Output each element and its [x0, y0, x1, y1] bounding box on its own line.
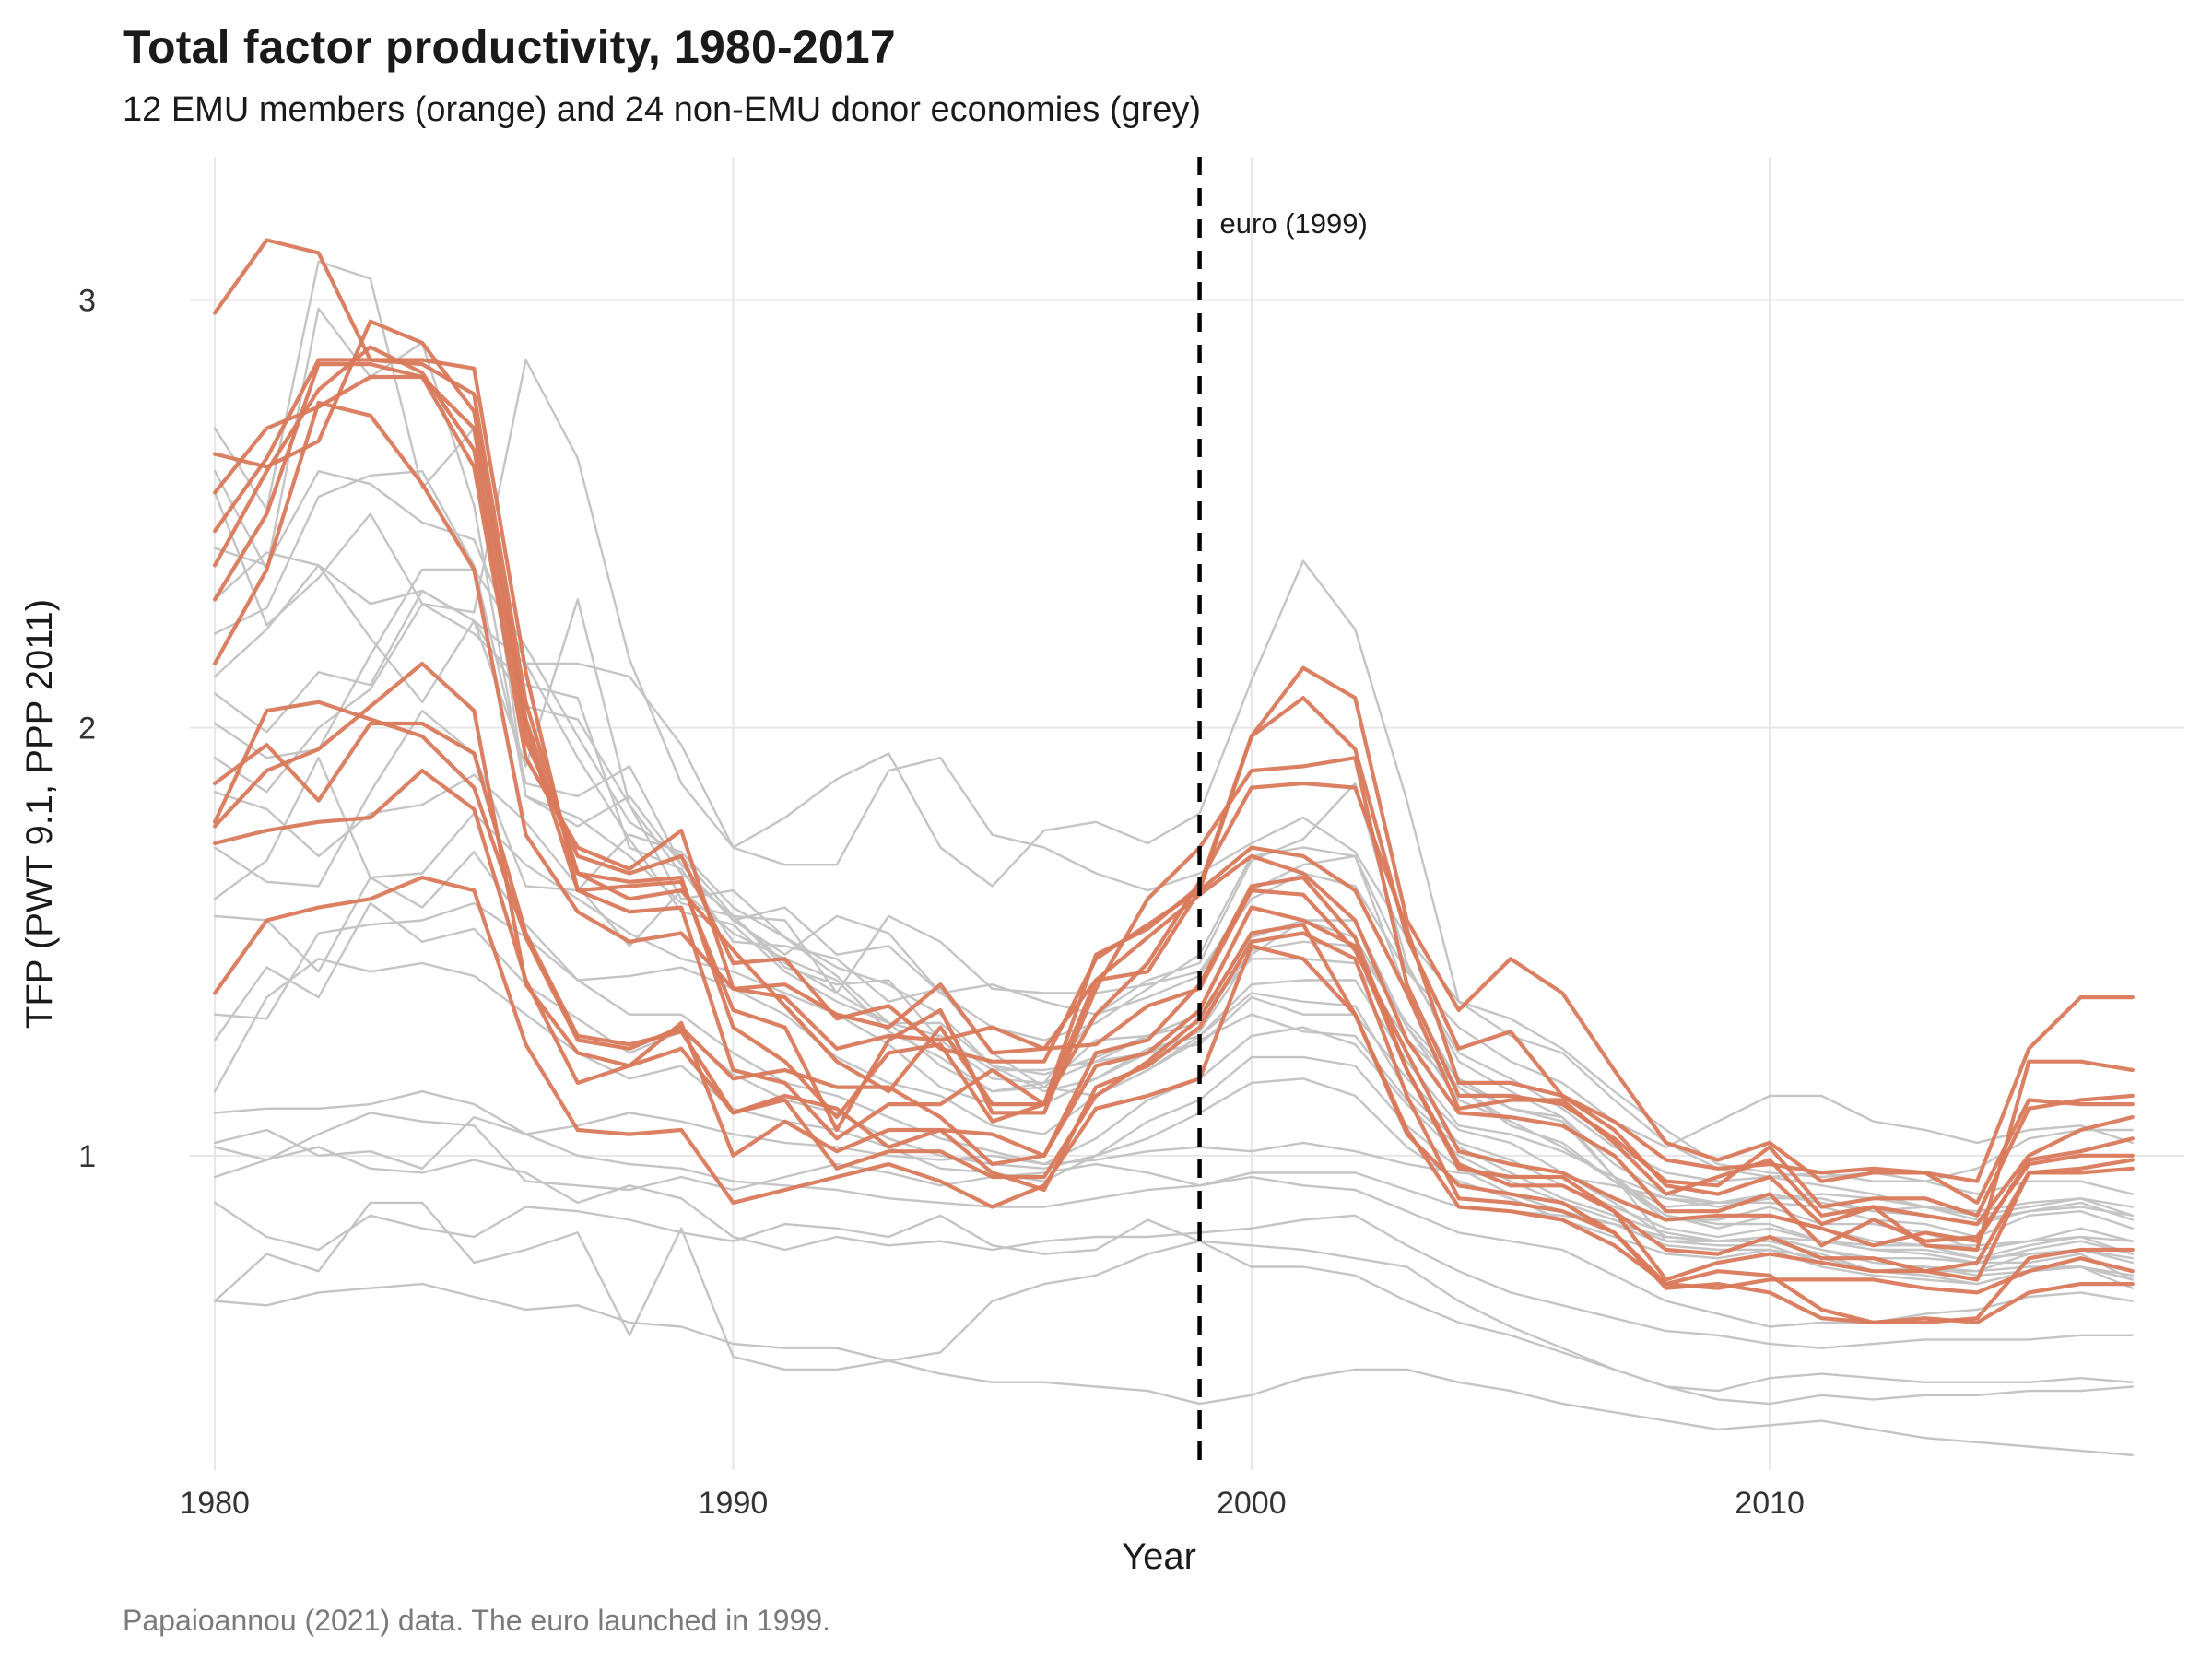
donor-series-line — [213, 551, 2134, 1148]
x-tick-label: 2010 — [1735, 1486, 1805, 1521]
donor-series-line — [213, 1090, 2134, 1247]
chart-caption: Papaioannou (2021) data. The euro launch… — [123, 1604, 831, 1637]
donor-series-line — [213, 1112, 2134, 1213]
euro-annotation: euro (1999) — [1197, 157, 1368, 1470]
emu-series-line — [213, 876, 2135, 1324]
emu-series-line — [213, 400, 2135, 1248]
donor-series-line — [213, 901, 2134, 1273]
emu-series-line — [213, 358, 2135, 1205]
donor-series-line — [213, 709, 2134, 1281]
euro-launch-label: euro (1999) — [1220, 207, 1368, 240]
donor-series-line — [213, 958, 2134, 1286]
y-tick-label: 3 — [78, 283, 96, 318]
y-axis-title: TFP (PWT 9.1, PPP 2011) — [19, 599, 60, 1029]
y-tick-label: 2 — [78, 712, 96, 747]
emu-series-line — [213, 374, 2135, 1218]
axis-tick-labels: 1980 1990 2000 2010 1 2 3 — [78, 283, 1805, 1521]
emu-series-line — [213, 362, 2135, 1248]
chart-title: Total factor productivity, 1980-2017 — [123, 21, 896, 73]
donor-series-line — [213, 359, 2134, 1182]
x-tick-label: 1980 — [180, 1486, 250, 1521]
x-tick-label: 2000 — [1217, 1486, 1287, 1521]
donor-series-line — [213, 260, 2134, 1289]
emu-series-line — [213, 345, 2135, 1227]
emu-series-line — [213, 700, 2135, 1282]
donor-series-line — [213, 1282, 2134, 1456]
emu-series-line — [213, 319, 2135, 1253]
x-tick-label: 1990 — [699, 1486, 769, 1521]
donor-series-line — [213, 470, 2134, 1217]
emu-series-line — [213, 769, 2135, 1295]
donor-series-line — [213, 1201, 2134, 1406]
y-tick-label: 1 — [78, 1139, 96, 1174]
donor-series-line — [213, 901, 2134, 1286]
donor-series-line — [213, 1146, 2134, 1349]
donor-series-line — [213, 1201, 2134, 1393]
emu-series-group — [213, 238, 2135, 1324]
chart-subtitle: 12 EMU members (orange) and 24 non-EMU d… — [123, 90, 1202, 129]
donor-series-line — [213, 851, 2134, 1265]
donor-series-line — [213, 1112, 2134, 1328]
x-axis-title: Year — [1122, 1536, 1196, 1577]
donor-series-line — [213, 307, 2134, 1281]
